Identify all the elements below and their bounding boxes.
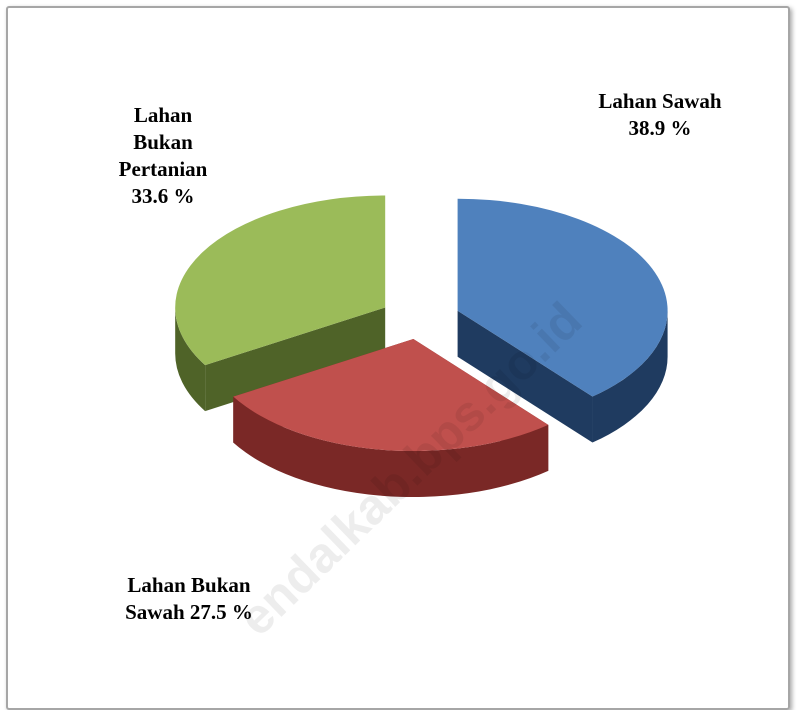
data-label: Lahan Bukan Pertanian 33.6 %	[104, 102, 222, 210]
value-label: 38.9 %	[628, 116, 692, 140]
slice-side	[592, 310, 668, 443]
slice-cut-face	[457, 310, 593, 443]
slice	[233, 339, 549, 452]
chart	[175, 195, 668, 498]
page: endalkab.bps.go.id Lahan Sawah 38.9 % La…	[6, 6, 790, 710]
value-label: 27.5 %	[189, 600, 253, 624]
data-label: Lahan Sawah 38.9 %	[598, 88, 722, 142]
slice	[175, 195, 386, 366]
data-label: Lahan Bukan Sawah 27.5 %	[124, 572, 254, 626]
value-label: 33.6 %	[131, 184, 195, 208]
category-label: Lahan Bukan Pertanian	[118, 103, 208, 181]
slice-side	[233, 396, 549, 498]
slice-cut-face	[205, 307, 386, 412]
slice	[457, 198, 668, 397]
slice-side	[175, 307, 206, 412]
category-label: Lahan Bukan Sawah	[125, 573, 251, 624]
category-label: Lahan Sawah	[598, 89, 722, 113]
